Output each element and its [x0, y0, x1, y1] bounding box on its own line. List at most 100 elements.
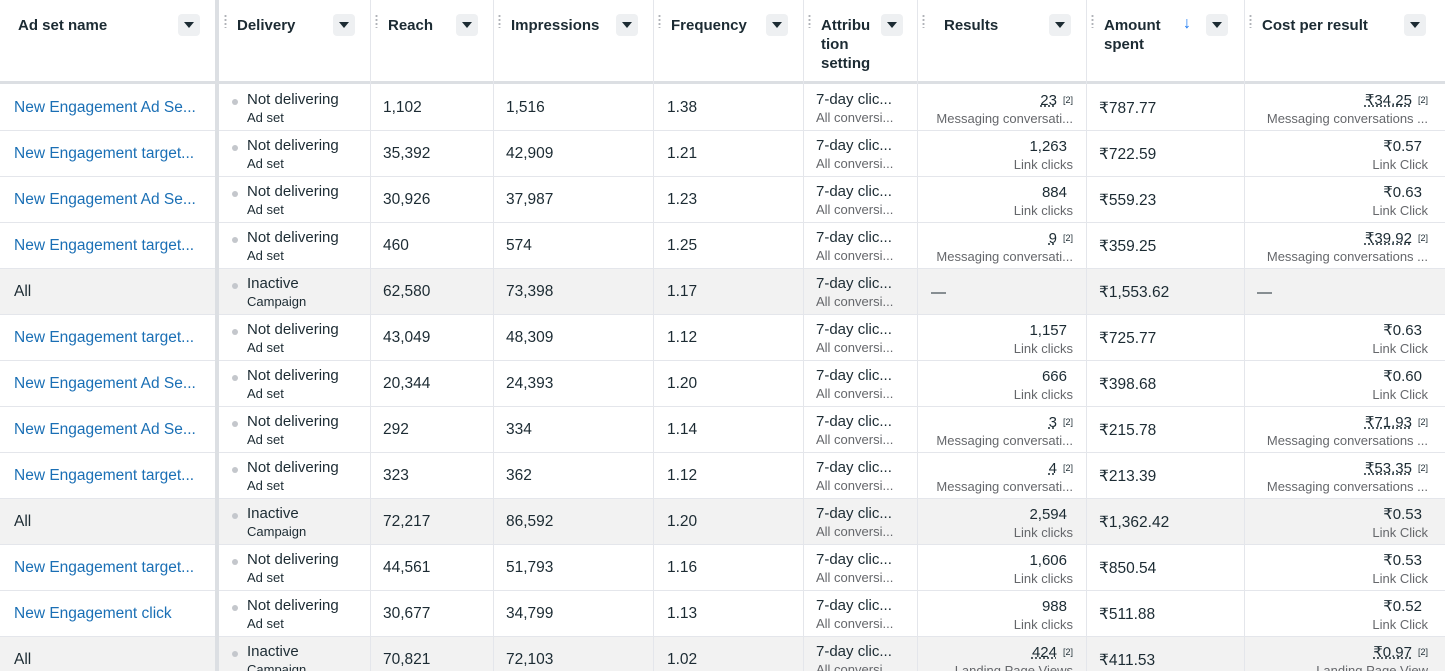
sort-descending-icon[interactable]: ↓: [1183, 15, 1191, 32]
results-value[interactable]: 4: [1048, 460, 1057, 477]
cost-per-result-value[interactable]: ₹0.53: [1383, 506, 1422, 523]
delivery-level: Ad set: [247, 432, 284, 447]
ad-set-name-link[interactable]: New Engagement Ad Se...: [14, 421, 196, 438]
results-value[interactable]: 1,263: [1029, 138, 1067, 155]
cost-per-result-value[interactable]: ₹0.60: [1383, 368, 1422, 385]
cost-per-result-type: Link Click: [1372, 571, 1428, 586]
column-divider[interactable]: [803, 0, 804, 671]
table-row[interactable]: New Engagement target... Not delivering …: [0, 223, 1445, 269]
results-value[interactable]: 9: [1048, 230, 1057, 247]
results-value[interactable]: 1,606: [1029, 552, 1067, 569]
footnote-badge[interactable]: [2]: [1062, 647, 1073, 657]
drag-handle-icon[interactable]: [922, 14, 925, 28]
table-row[interactable]: All Inactive Campaign 70,821 72,103 1.02…: [0, 637, 1445, 671]
table-row[interactable]: New Engagement Ad Se... Not delivering A…: [0, 407, 1445, 453]
chevron-down-icon[interactable]: [616, 14, 638, 36]
header-ad-set-name[interactable]: Ad set name: [0, 0, 215, 81]
drag-handle-icon[interactable]: [375, 14, 378, 28]
table-row[interactable]: All Inactive Campaign 62,580 73,398 1.17…: [0, 269, 1445, 315]
column-divider[interactable]: [917, 0, 918, 671]
column-divider[interactable]: [1086, 0, 1087, 671]
chevron-down-icon[interactable]: [881, 14, 903, 36]
chevron-down-icon[interactable]: [1206, 14, 1228, 36]
footnote-badge[interactable]: [2]: [1417, 95, 1428, 105]
footnote-badge[interactable]: [2]: [1062, 95, 1073, 105]
results-value[interactable]: 988: [1041, 598, 1067, 615]
footnote-badge[interactable]: [2]: [1062, 463, 1073, 473]
header-attribution-setting[interactable]: Attribu tion setting: [803, 0, 917, 81]
results-value[interactable]: 1,157: [1029, 322, 1067, 339]
results-value[interactable]: 2,594: [1029, 506, 1067, 523]
results-value[interactable]: —: [931, 284, 946, 301]
header-delivery[interactable]: Delivery: [219, 0, 370, 81]
cost-per-result-value[interactable]: ₹0.63: [1383, 322, 1422, 339]
header-amount-spent[interactable]: Amount spent ↓: [1086, 0, 1244, 81]
header-frequency[interactable]: Frequency: [653, 0, 803, 81]
header-results[interactable]: Results: [917, 0, 1086, 81]
footnote-badge[interactable]: [2]: [1417, 233, 1428, 243]
ad-set-name-link[interactable]: New Engagement Ad Se...: [14, 191, 196, 208]
footnote-badge[interactable]: [2]: [1417, 417, 1428, 427]
cost-per-result-value[interactable]: —: [1257, 284, 1272, 301]
ad-set-name-link[interactable]: New Engagement target...: [14, 559, 195, 576]
table-row[interactable]: New Engagement click Not delivering Ad s…: [0, 591, 1445, 637]
results-value[interactable]: 884: [1041, 184, 1067, 201]
cost-per-result-value[interactable]: ₹39.92: [1364, 230, 1412, 247]
cost-per-result-value[interactable]: ₹0.57: [1383, 138, 1422, 155]
footnote-badge[interactable]: [2]: [1417, 647, 1428, 657]
drag-handle-icon[interactable]: [1091, 14, 1094, 28]
ad-set-name-link[interactable]: New Engagement target...: [14, 467, 195, 484]
table-row[interactable]: New Engagement target... Not delivering …: [0, 545, 1445, 591]
cost-per-result-value[interactable]: ₹0.52: [1383, 598, 1422, 615]
chevron-down-icon[interactable]: [1049, 14, 1071, 36]
ad-set-name-link[interactable]: New Engagement Ad Se...: [14, 99, 196, 116]
cost-per-result-value[interactable]: ₹71.93: [1364, 414, 1412, 431]
results-value[interactable]: 666: [1041, 368, 1067, 385]
chevron-down-icon[interactable]: [333, 14, 355, 36]
frozen-column-divider[interactable]: [215, 0, 219, 671]
table-row[interactable]: New Engagement Ad Se... Not delivering A…: [0, 177, 1445, 223]
ad-set-name-link[interactable]: New Engagement Ad Se...: [14, 375, 196, 392]
column-divider[interactable]: [653, 0, 654, 671]
cost-per-result-value[interactable]: ₹34.25: [1364, 92, 1412, 109]
chevron-down-icon[interactable]: [178, 14, 200, 36]
footnote-badge[interactable]: [2]: [1417, 463, 1428, 473]
chevron-down-icon[interactable]: [456, 14, 478, 36]
delivery-cell: Not delivering Ad set: [247, 137, 339, 182]
drag-handle-icon[interactable]: [224, 14, 227, 28]
results-value[interactable]: 424: [1031, 644, 1057, 661]
chevron-down-icon[interactable]: [766, 14, 788, 36]
table-row[interactable]: New Engagement target... Not delivering …: [0, 315, 1445, 361]
table-row[interactable]: All Inactive Campaign 72,217 86,592 1.20…: [0, 499, 1445, 545]
drag-handle-icon[interactable]: [498, 14, 501, 28]
cost-per-result-value[interactable]: ₹0.97: [1373, 644, 1412, 661]
delivery-level: Ad set: [247, 156, 284, 171]
column-divider[interactable]: [1244, 0, 1245, 671]
header-cost-per-result[interactable]: Cost per result: [1244, 0, 1445, 81]
table-row[interactable]: New Engagement Ad Se... Not delivering A…: [0, 85, 1445, 131]
table-row[interactable]: New Engagement target... Not delivering …: [0, 131, 1445, 177]
chevron-down-icon[interactable]: [1404, 14, 1426, 36]
drag-handle-icon[interactable]: [1249, 14, 1252, 28]
column-divider[interactable]: [493, 0, 494, 671]
results-type: Messaging conversati...: [936, 111, 1073, 126]
drag-handle-icon[interactable]: [808, 14, 811, 28]
drag-handle-icon[interactable]: [658, 14, 661, 28]
footnote-badge[interactable]: [2]: [1062, 233, 1073, 243]
ad-set-name-link[interactable]: New Engagement target...: [14, 237, 195, 254]
ad-set-name-link[interactable]: New Engagement target...: [14, 329, 195, 346]
ad-set-name-link[interactable]: New Engagement click: [14, 605, 172, 622]
header-impressions[interactable]: Impressions: [493, 0, 653, 81]
header-reach[interactable]: Reach: [370, 0, 493, 81]
ad-set-name-link[interactable]: New Engagement target...: [14, 145, 195, 162]
cost-per-result-value[interactable]: ₹0.53: [1383, 552, 1422, 569]
cost-per-result-value[interactable]: ₹0.63: [1383, 184, 1422, 201]
cost-per-result-value[interactable]: ₹53.35: [1364, 460, 1412, 477]
table-row[interactable]: New Engagement Ad Se... Not delivering A…: [0, 361, 1445, 407]
impressions-value: 37,987: [506, 191, 554, 208]
results-value[interactable]: 3: [1048, 414, 1057, 431]
column-divider[interactable]: [370, 0, 371, 671]
results-value[interactable]: 23: [1040, 92, 1057, 109]
footnote-badge[interactable]: [2]: [1062, 417, 1073, 427]
table-row[interactable]: New Engagement target... Not delivering …: [0, 453, 1445, 499]
